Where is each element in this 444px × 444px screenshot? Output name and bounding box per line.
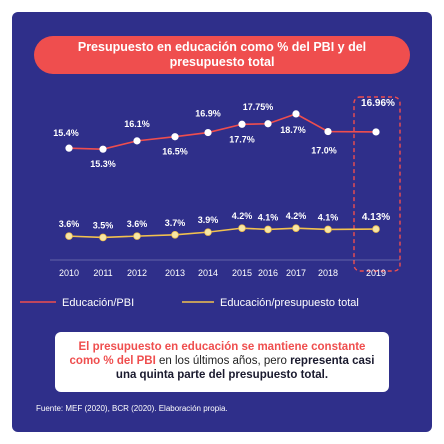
- data-label-presupuesto-2012: 3.6%: [127, 219, 148, 229]
- data-label-presupuesto-2018: 4.1%: [318, 212, 339, 222]
- x-tick-label-2012: 2012: [127, 268, 147, 278]
- point-presupuesto-2017: [292, 224, 300, 232]
- point-pbi-2017: [292, 110, 300, 118]
- data-label-presupuesto-2015: 4.2%: [232, 211, 253, 221]
- point-presupuesto-2016: [264, 225, 272, 234]
- x-tick-label-2016: 2016: [258, 268, 278, 278]
- callout-emphasis: representa casi una quinta parte del pre…: [115, 355, 375, 381]
- x-tick-label-2018: 2018: [318, 268, 338, 278]
- callout-highlight: El presupuesto en educación se mantiene …: [69, 341, 366, 367]
- point-pbi-2012: [133, 137, 141, 145]
- key-insight-callout: El presupuesto en educación se mantiene …: [55, 332, 389, 392]
- x-tick-label-2017: 2017: [286, 268, 306, 278]
- legend-label-pbi: Educación/PBI: [62, 297, 134, 309]
- data-label-pbi-2018: 17.0%: [311, 146, 337, 156]
- x-tick-label-2015: 2015: [232, 268, 252, 278]
- data-label-presupuesto-2017: 4.2%: [286, 211, 307, 221]
- point-presupuesto-2019: [372, 225, 380, 233]
- data-label-presupuesto-2010: 3.6%: [59, 219, 80, 229]
- point-pbi-2010: [65, 144, 73, 152]
- source-note: Fuente: MEF (2020), BCR (2020). Elaborac…: [36, 404, 228, 413]
- point-pbi-2018: [324, 127, 332, 136]
- point-presupuesto-2012: [133, 232, 141, 240]
- point-pbi-2014: [204, 128, 212, 137]
- x-tick-label-2014: 2014: [198, 268, 218, 278]
- point-pbi-2019: [372, 128, 380, 136]
- point-pbi-2015: [238, 120, 246, 128]
- series-line-presupuesto: [68, 227, 377, 239]
- data-label-presupuesto-2013: 3.7%: [165, 218, 186, 228]
- data-label-presupuesto-2014: 3.9%: [198, 215, 219, 225]
- data-label-presupuesto-2011: 3.5%: [93, 220, 114, 230]
- point-presupuesto-2010: [65, 232, 73, 240]
- chart-title: Presupuesto en educación como % del PBI …: [34, 36, 410, 74]
- data-label-pbi-2011: 15.3%: [90, 159, 116, 169]
- x-tick-label-2019: 2019: [366, 268, 386, 278]
- point-presupuesto-2011: [99, 233, 107, 242]
- point-pbi-2013: [171, 133, 179, 141]
- x-tick-label-2010: 2010: [59, 268, 79, 278]
- data-label-presupuesto-2016: 4.1%: [258, 212, 279, 222]
- data-label-pbi-2017: 18.7%: [280, 125, 306, 135]
- point-presupuesto-2013: [171, 230, 179, 239]
- point-pbi-2011: [99, 145, 107, 153]
- x-tick-label-2011: 2011: [93, 268, 112, 278]
- data-label-pbi-2016: 17.75%: [243, 102, 274, 112]
- data-label-pbi-2019: 16.96%: [361, 98, 395, 109]
- series-line-pbi: [68, 113, 377, 150]
- x-tick-label-2013: 2013: [165, 268, 185, 278]
- data-label-pbi-2015: 17.7%: [229, 134, 255, 144]
- data-label-pbi-2013: 16.5%: [162, 147, 188, 157]
- data-label-pbi-2010: 15.4%: [53, 128, 79, 138]
- point-presupuesto-2015: [238, 224, 246, 232]
- point-presupuesto-2014: [204, 228, 212, 236]
- data-label-pbi-2014: 16.9%: [195, 109, 221, 119]
- legend-label-presupuesto: Educación/presupuesto total: [220, 297, 359, 309]
- point-presupuesto-2018: [324, 225, 332, 234]
- data-label-presupuesto-2019: 4.13%: [362, 212, 390, 223]
- highlight-2019-box: [353, 96, 401, 272]
- data-label-pbi-2012: 16.1%: [124, 119, 150, 129]
- point-pbi-2016: [264, 120, 272, 128]
- callout-text: en los últimos años, pero: [155, 355, 291, 367]
